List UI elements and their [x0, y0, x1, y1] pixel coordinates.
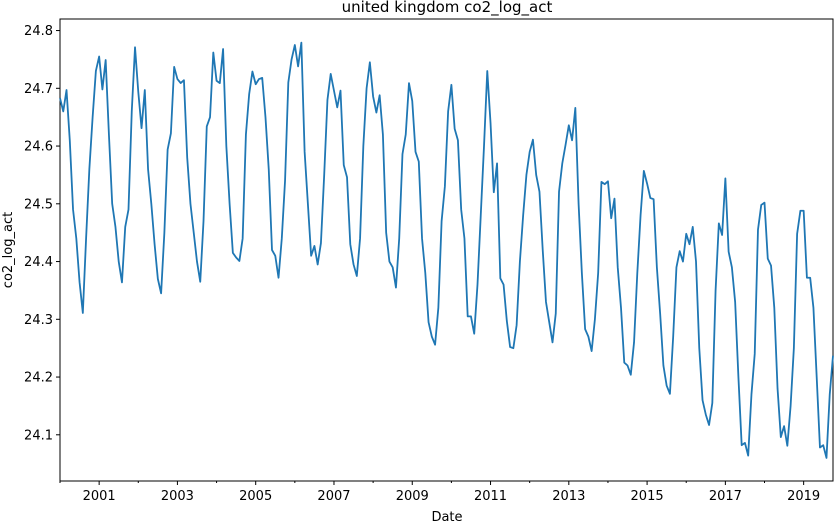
- y-tick-label: 24.2: [24, 371, 53, 386]
- x-axis-label: Date: [431, 510, 462, 525]
- x-tick-label: 2019: [787, 489, 820, 504]
- x-axis: 2001 2003 2005 2007 2009 2011 2013 2015 2017 2019: [59, 481, 820, 504]
- y-axis: 24.1 24.2 24.3 24.4 24.5 24.6 24.7 24.8: [24, 24, 60, 443]
- x-tick-label: 2011: [474, 489, 507, 504]
- y-tick-label: 24.5: [24, 197, 53, 212]
- y-tick-label: 24.3: [24, 313, 53, 328]
- x-tick-label: 2005: [239, 489, 272, 504]
- x-tick-label: 2007: [317, 489, 350, 504]
- x-tick-label: 2017: [709, 489, 742, 504]
- series-line: [59, 41, 834, 459]
- plot-area: [59, 18, 834, 482]
- y-tick-label: 24.8: [24, 24, 53, 39]
- chart-title: united kingdom co2_log_act: [342, 0, 553, 17]
- y-tick-label: 24.7: [24, 82, 53, 97]
- y-axis-label: co2_log_act: [1, 212, 16, 288]
- y-tick-label: 24.1: [24, 428, 53, 443]
- y-tick-label: 24.4: [24, 255, 53, 270]
- x-tick-label: 2003: [161, 489, 194, 504]
- x-tick-label: 2001: [83, 489, 116, 504]
- x-tick-label: 2009: [396, 489, 429, 504]
- y-tick-label: 24.6: [24, 140, 53, 155]
- x-tick-label: 2015: [631, 489, 664, 504]
- x-tick-label: 2013: [552, 489, 585, 504]
